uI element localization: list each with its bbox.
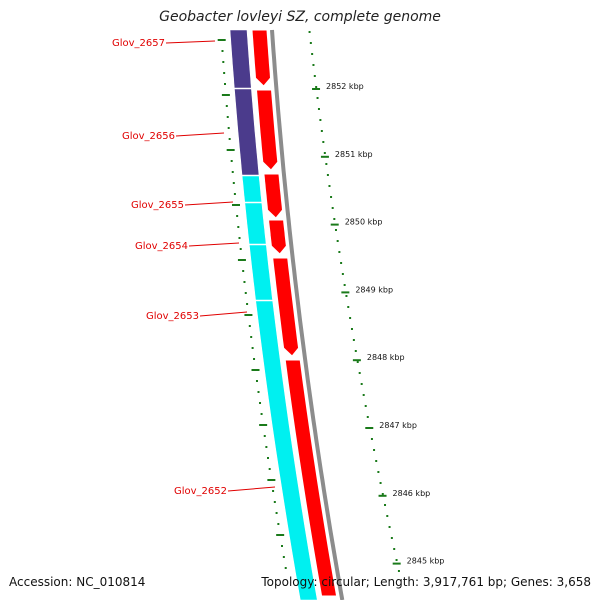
cog-segment-glov_2654 xyxy=(244,202,267,245)
gene-label-glov_2657: Glov_2657 xyxy=(112,38,165,49)
cog-segment-glov_2656 xyxy=(234,88,260,176)
tick-label: 2849 kbp xyxy=(355,285,393,294)
backbone-line xyxy=(270,29,345,600)
gene-arrow-glov_2656 xyxy=(255,89,279,171)
gene-arrow-glov_2657 xyxy=(251,29,272,87)
leader-line-glov_2652 xyxy=(227,486,276,492)
cog-segment-glov_2655 xyxy=(241,175,263,203)
leader-line-glov_2657 xyxy=(165,40,216,44)
gene-arrow-glov_2655 xyxy=(263,173,284,219)
map-title: Geobacter lovleyi SZ, complete genome xyxy=(159,9,441,25)
topology-summary: Topology: circular; Length: 3,917,761 bp… xyxy=(261,575,591,589)
gene-arrow-glov_2653 xyxy=(272,257,300,357)
gene-label-glov_2654: Glov_2654 xyxy=(135,241,188,252)
tick-label: 2845 kbp xyxy=(407,557,445,566)
tick-label: 2852 kbp xyxy=(326,82,364,91)
cog-segment-glov_2652 xyxy=(255,300,318,600)
cog-segment-glov_2653 xyxy=(248,244,273,301)
accession-text: Accession: NC_010814 xyxy=(9,575,146,589)
leader-line-glov_2655 xyxy=(184,201,234,206)
gene-arrow-glov_2652 xyxy=(284,359,338,597)
gene-arrow-glov_2654 xyxy=(268,219,287,255)
gene-label-glov_2653: Glov_2653 xyxy=(146,311,199,322)
gene-label-glov_2655: Glov_2655 xyxy=(131,200,184,211)
gene-label-glov_2656: Glov_2656 xyxy=(122,131,175,142)
tick-label: 2847 kbp xyxy=(379,421,417,430)
tick-track: 2852 kbp 2851 kbp 2850 kbp 2849 kbp 2848 kbp… xyxy=(217,31,445,572)
leader-line-glov_2654 xyxy=(188,242,240,247)
backbone-track xyxy=(270,29,345,600)
gene-label-glov_2652: Glov_2652 xyxy=(174,486,227,497)
tick-label: 2846 kbp xyxy=(393,489,431,498)
gene-arrow-track xyxy=(251,29,338,597)
cog-segment-glov_2657 xyxy=(229,29,252,89)
leader-line-glov_2656 xyxy=(175,132,225,137)
gene-labels: Glov_2657 Glov_2656 Glov_2655 Glov_2654 Glov… xyxy=(112,38,276,497)
cog-track xyxy=(229,29,318,600)
tick-label: 2848 kbp xyxy=(367,353,405,362)
tick-label: 2850 kbp xyxy=(345,218,383,227)
tick-label: 2851 kbp xyxy=(335,150,373,159)
leader-line-glov_2653 xyxy=(199,311,248,317)
